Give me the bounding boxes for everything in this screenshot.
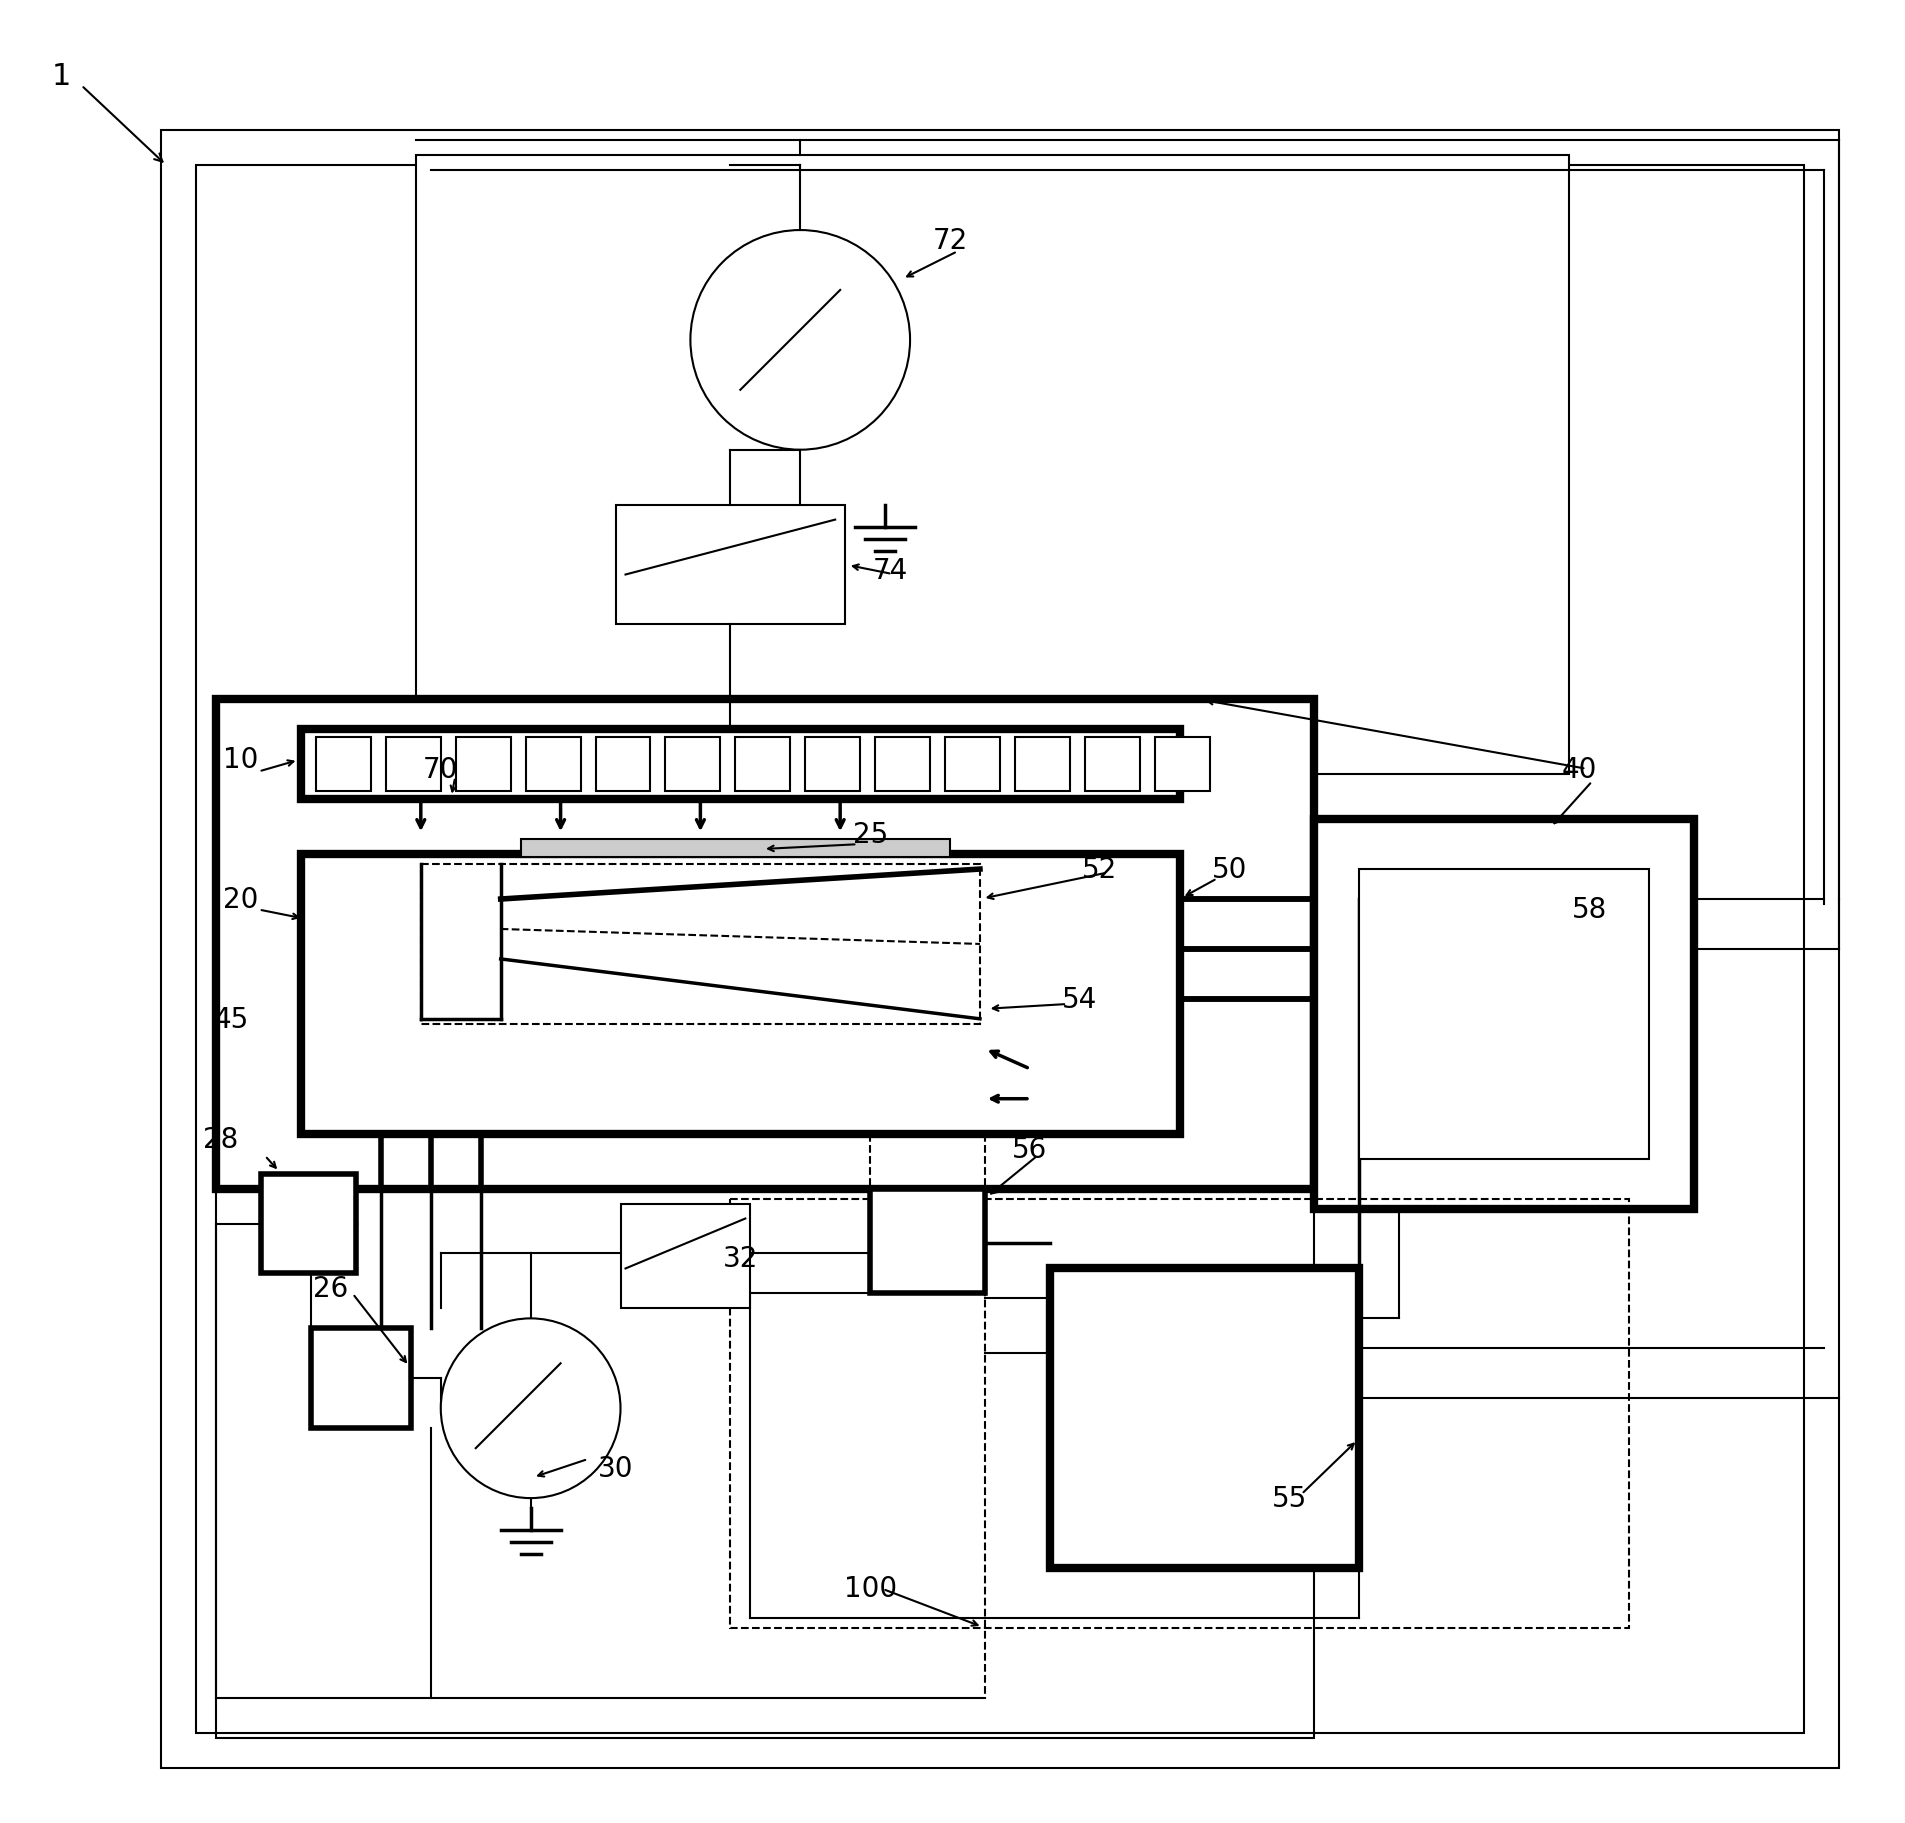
- Bar: [874, 738, 930, 791]
- Text: 28: 28: [204, 1125, 238, 1152]
- Text: 45: 45: [213, 1004, 248, 1034]
- Bar: [162, 131, 1838, 1768]
- Bar: [1084, 738, 1139, 791]
- Text: 70: 70: [423, 757, 459, 784]
- Bar: [615, 505, 844, 625]
- Bar: [415, 157, 1568, 775]
- Text: 55: 55: [1271, 1484, 1307, 1513]
- Circle shape: [690, 232, 909, 450]
- Bar: [1358, 870, 1648, 1159]
- Text: 26: 26: [312, 1274, 349, 1303]
- Circle shape: [440, 1318, 621, 1499]
- Bar: [421, 864, 979, 1025]
- Text: 10: 10: [223, 746, 259, 773]
- Bar: [1050, 1269, 1358, 1568]
- Bar: [301, 729, 1179, 800]
- Bar: [594, 738, 650, 791]
- Text: 32: 32: [722, 1245, 758, 1272]
- Text: 54: 54: [1061, 984, 1097, 1014]
- Bar: [1013, 738, 1069, 791]
- Bar: [385, 738, 440, 791]
- Bar: [665, 738, 720, 791]
- Bar: [215, 1159, 1314, 1737]
- Bar: [261, 1174, 356, 1274]
- Bar: [945, 738, 1000, 791]
- Text: 52: 52: [1082, 855, 1116, 884]
- Bar: [1314, 820, 1694, 1209]
- Bar: [526, 738, 581, 791]
- Text: 58: 58: [1570, 895, 1606, 924]
- Text: 30: 30: [598, 1455, 632, 1482]
- Text: 72: 72: [932, 226, 968, 255]
- Bar: [621, 1203, 751, 1309]
- Bar: [804, 738, 859, 791]
- Bar: [301, 855, 1179, 1134]
- Bar: [196, 166, 1802, 1734]
- Bar: [455, 738, 511, 791]
- Bar: [730, 1200, 1629, 1628]
- Text: 74: 74: [872, 556, 907, 583]
- Text: 56: 56: [1012, 1136, 1048, 1163]
- Text: 1: 1: [51, 62, 70, 91]
- Text: 40: 40: [1560, 757, 1596, 784]
- Bar: [735, 738, 791, 791]
- Bar: [316, 738, 371, 791]
- Text: 20: 20: [223, 886, 259, 913]
- Bar: [215, 700, 1314, 1189]
- Text: 25: 25: [852, 820, 888, 850]
- Bar: [1154, 738, 1210, 791]
- Text: 50: 50: [1212, 855, 1246, 884]
- Bar: [520, 840, 949, 857]
- Bar: [871, 1189, 985, 1294]
- Bar: [311, 1329, 411, 1429]
- Text: 100: 100: [844, 1573, 895, 1602]
